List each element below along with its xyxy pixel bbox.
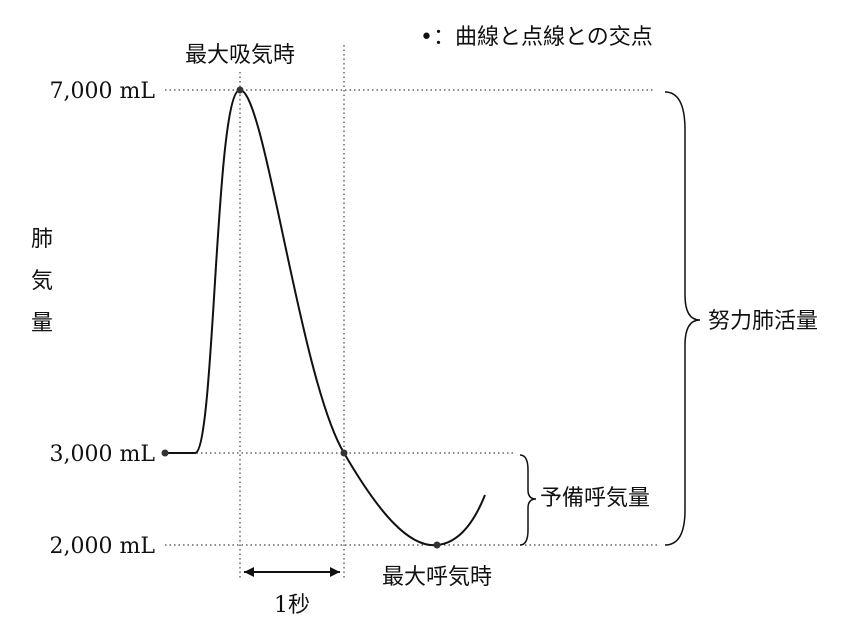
legend: •：曲線と点線との交点 [420,25,653,50]
intersection-dot [236,86,244,94]
axis-label: 肺 [31,227,53,252]
annotation: 努力肺活量 [708,309,818,334]
annotation: 最大吸気時 [185,43,295,68]
axis-label: 気 [31,269,53,294]
volume-curve [165,88,486,547]
brace [664,91,701,546]
y-label: 2,000 mL [50,534,156,559]
annotation: 1秒 [274,593,310,618]
intersection-dot [161,449,169,457]
intersection-dot [433,541,441,549]
intersection-dot [340,449,348,457]
annotation: 予備呼気量 [540,486,650,511]
brace [519,454,537,546]
y-label: 7,000 mL [50,79,156,104]
y-label: 3,000 mL [50,442,156,467]
arrow-head [244,567,340,577]
axis-label: 量 [31,311,53,336]
annotation: 最大呼気時 [382,565,492,590]
